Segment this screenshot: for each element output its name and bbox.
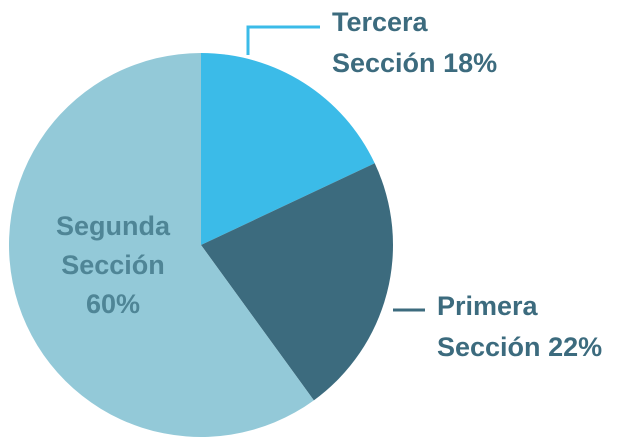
value-label: 60% (85, 289, 141, 319)
slice-label: Segunda Sección 60% (38, 207, 188, 324)
category-label: Segunda Sección (55, 211, 170, 280)
pie-slice (201, 53, 375, 245)
category-label: Tercera Sección (332, 7, 436, 78)
value-label: 22% (548, 332, 603, 362)
category-label: Primera Sección (437, 291, 541, 362)
slice-label: Primera Sección 22% (437, 286, 622, 368)
value-label: 18% (443, 48, 498, 78)
pie-slice (201, 163, 394, 401)
leader-line (246, 25, 320, 55)
pie-slice (8, 53, 314, 437)
slice-label: Tercera Sección 18% (332, 2, 532, 84)
